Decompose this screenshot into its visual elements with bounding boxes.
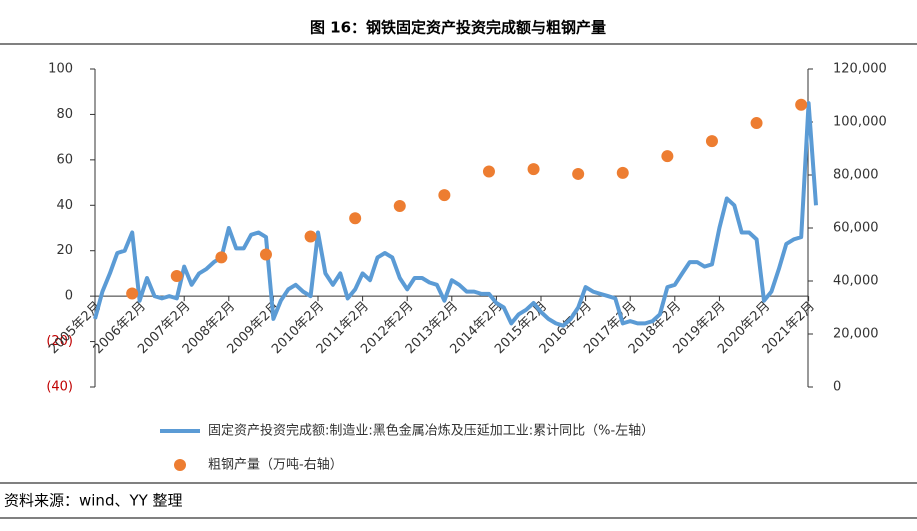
series-dot [304, 230, 317, 243]
series-dot [438, 189, 451, 202]
y2-tick-label: 0 [833, 380, 841, 395]
y-tick-label: 80 [56, 107, 73, 122]
y-tick-label: (40) [46, 380, 73, 395]
y-tick-label: 40 [56, 198, 73, 213]
y2-tick-label: 100,000 [833, 115, 887, 130]
series-dot [126, 287, 139, 300]
series-dot [750, 117, 763, 130]
chart-title: 图 16：钢铁固定资产投资完成额与粗钢产量 [310, 19, 606, 37]
series-dot [215, 251, 228, 264]
y-tick-label: 0 [65, 289, 73, 304]
series-line [93, 101, 818, 328]
y2-tick-label: 80,000 [833, 168, 879, 183]
series-dot [259, 248, 272, 261]
series-dot [170, 269, 183, 282]
series-dot [616, 166, 629, 179]
source: 资料来源：wind、YY 整理 [4, 492, 183, 510]
y2-tick-label: 60,000 [833, 221, 879, 236]
series-dot [393, 200, 406, 213]
legend-swatch [174, 459, 186, 471]
y2-tick-label: 40,000 [833, 274, 879, 289]
series-dot [705, 135, 718, 148]
series-dot [349, 212, 362, 225]
y2-tick-label: 20,000 [833, 327, 879, 342]
y-tick-label: 20 [56, 243, 73, 258]
y2-tick-label: 120,000 [833, 62, 887, 77]
legend-label: 固定资产投资完成额:制造业:黑色金属冶炼及压延加工业:累计同比（%-左轴） [208, 423, 654, 439]
series-dot [527, 163, 540, 176]
series-dot [572, 167, 585, 180]
series-dot [661, 150, 674, 163]
y-tick-label: (20) [46, 334, 73, 349]
legend-label: 粗钢产量（万吨-右轴） [208, 458, 343, 473]
series-dot [795, 98, 808, 111]
series-dot [482, 165, 495, 178]
y-tick-label: 100 [48, 62, 73, 77]
y-tick-label: 60 [56, 152, 73, 167]
